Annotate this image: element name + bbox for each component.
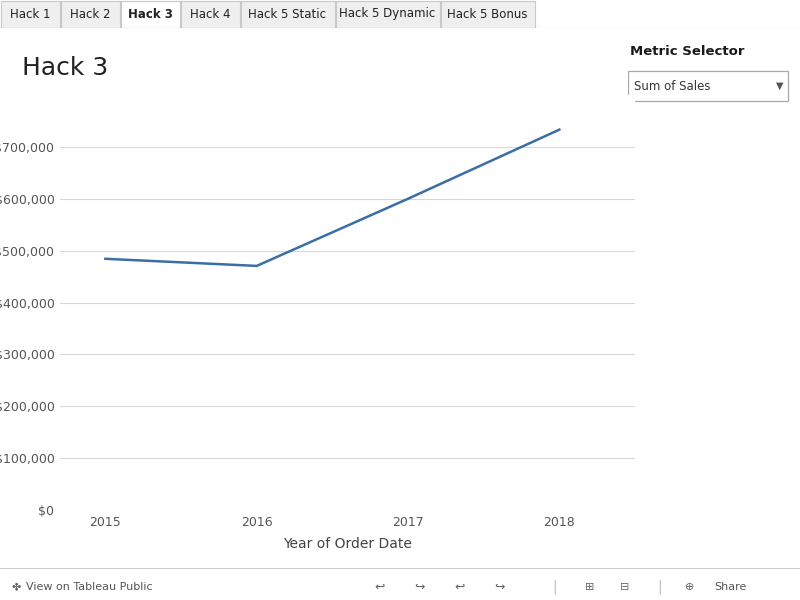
Text: |: | [658, 580, 662, 594]
Text: Hack 3: Hack 3 [22, 56, 109, 80]
Bar [61, 1, 119, 28]
Text: ↪: ↪ [414, 581, 426, 593]
Bar [1, 1, 59, 28]
Text: Sum of Sales: Sum of Sales [634, 79, 710, 92]
Text: ↪: ↪ [494, 581, 506, 593]
Text: Hack 5 Bonus: Hack 5 Bonus [447, 7, 528, 20]
Text: ⊞: ⊞ [586, 582, 594, 592]
Bar [335, 1, 439, 28]
Bar [628, 71, 788, 101]
Bar [441, 1, 534, 28]
Text: Hack 3: Hack 3 [127, 7, 173, 20]
Bar [121, 1, 179, 28]
Text: View on Tableau Public: View on Tableau Public [26, 582, 153, 592]
Text: ✤: ✤ [12, 582, 22, 592]
Bar [181, 1, 239, 28]
Text: Hack 1: Hack 1 [10, 7, 50, 20]
Text: |: | [553, 580, 558, 594]
Text: ⊟: ⊟ [620, 582, 630, 592]
Bar [241, 1, 334, 28]
Text: Hack 2: Hack 2 [70, 7, 110, 20]
X-axis label: Year of Order Date: Year of Order Date [283, 537, 412, 551]
Text: Hack 5 Dynamic: Hack 5 Dynamic [339, 7, 436, 20]
Text: Metric Selector: Metric Selector [630, 45, 745, 58]
Text: Hack 5 Static: Hack 5 Static [249, 7, 326, 20]
Text: Hack 4: Hack 4 [190, 7, 230, 20]
Text: ▼: ▼ [776, 81, 784, 91]
Text: ↩: ↩ [454, 581, 466, 593]
Text: ⊕: ⊕ [686, 582, 694, 592]
Text: Share: Share [714, 582, 746, 592]
Text: ↩: ↩ [374, 581, 386, 593]
